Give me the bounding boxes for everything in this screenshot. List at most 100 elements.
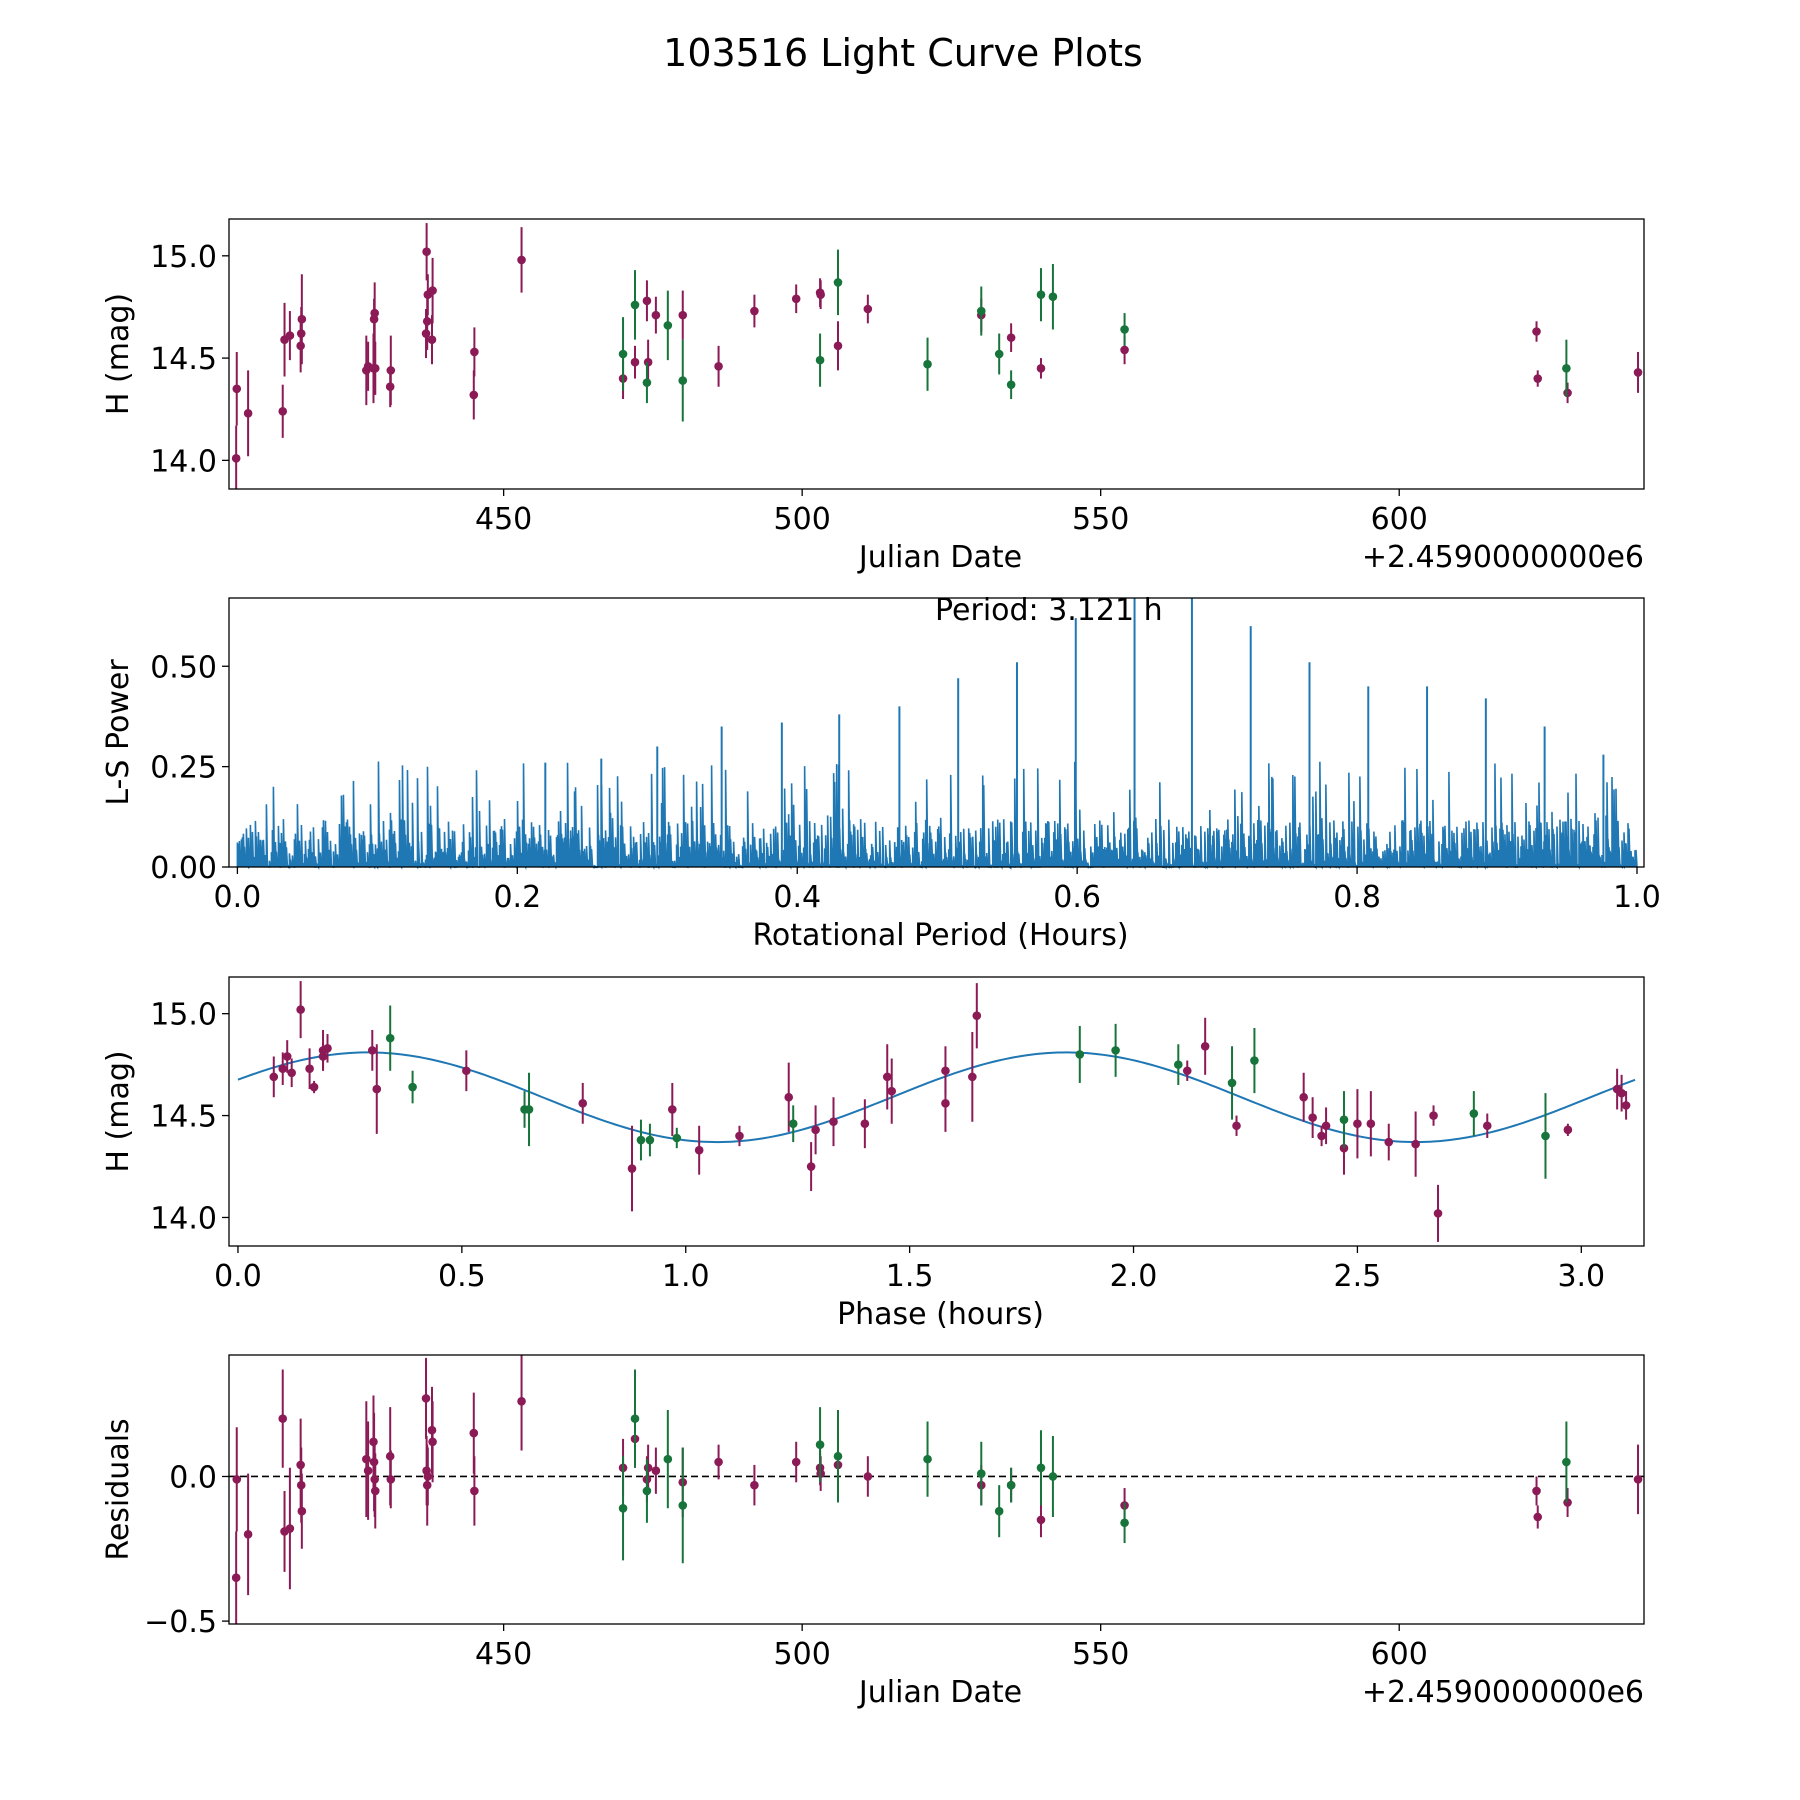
lightcurve-green-point bbox=[630, 300, 640, 310]
phased-magenta-point bbox=[372, 1084, 382, 1094]
phased-magenta-point bbox=[1384, 1137, 1394, 1147]
phased-xtick-label: 0.5 bbox=[438, 1259, 486, 1294]
lightcurve-magenta-point bbox=[750, 306, 759, 316]
phased-magenta-point bbox=[694, 1145, 704, 1155]
lightcurve-frame bbox=[228, 218, 1645, 490]
lightcurve-green-point bbox=[678, 376, 688, 385]
lightcurve-magenta-point bbox=[428, 286, 437, 295]
phased-xtick-label: 2.0 bbox=[1110, 1259, 1158, 1294]
periodogram-ytick-label: 0.25 bbox=[150, 751, 217, 786]
phased-magenta-point bbox=[1232, 1121, 1241, 1131]
phased-xtick-label: 1.0 bbox=[662, 1259, 710, 1294]
residuals-green-point bbox=[1120, 1518, 1129, 1528]
lightcurve-magenta-point bbox=[386, 366, 396, 375]
lightcurve-magenta-point bbox=[816, 290, 825, 299]
lightcurve-magenta-point bbox=[427, 335, 437, 344]
phased-magenta-point bbox=[1433, 1209, 1443, 1218]
phased-green-point bbox=[385, 1033, 395, 1043]
lightcurve-green-point bbox=[1120, 325, 1129, 334]
phased-magenta-point bbox=[278, 1064, 288, 1074]
lightcurve-ytick-label: 14.0 bbox=[150, 444, 217, 479]
residuals-green-point bbox=[678, 1501, 688, 1510]
phased-magenta-point bbox=[1617, 1088, 1626, 1098]
phased-magenta-point bbox=[1366, 1119, 1376, 1129]
residuals-magenta-point bbox=[243, 1530, 253, 1539]
phased-magenta-point bbox=[887, 1086, 897, 1096]
lightcurve-green-point bbox=[1646, 376, 1655, 385]
lightcurve-green-point bbox=[642, 378, 652, 387]
figure-title: 103516 Light Curve Plots bbox=[663, 31, 1143, 75]
residuals-xtick-label: 550 bbox=[1072, 1637, 1129, 1672]
phased-magenta-point bbox=[323, 1044, 332, 1053]
lightcurve-xtick-label: 500 bbox=[774, 502, 831, 537]
residuals-magenta-point bbox=[1646, 1501, 1655, 1510]
residuals-magenta-point bbox=[470, 1486, 479, 1496]
residuals-xlabel: Julian Date bbox=[857, 1675, 1022, 1710]
residuals-magenta-point bbox=[714, 1457, 723, 1467]
lightcurve-magenta-point bbox=[630, 357, 640, 367]
lightcurve-panel: 450 500 550 600 14.0 14.5 15.0 Julian Date H (ma… bbox=[101, 218, 1655, 575]
lightcurve-magenta-point bbox=[1120, 345, 1129, 355]
residuals-magenta-point bbox=[386, 1475, 396, 1484]
residuals-magenta-point bbox=[1036, 1515, 1046, 1525]
phased-green-point bbox=[1227, 1078, 1237, 1088]
phased-green-point bbox=[1174, 1060, 1183, 1069]
residuals-xtick-label: 600 bbox=[1371, 1637, 1428, 1672]
phased-magenta-point bbox=[1411, 1139, 1420, 1149]
lightcurve-magenta-point bbox=[1646, 368, 1655, 377]
residuals-magenta-point bbox=[370, 1486, 380, 1496]
phased-magenta-point bbox=[1482, 1121, 1492, 1131]
phased-magenta-point bbox=[1563, 1125, 1573, 1135]
lightcurve-magenta-point bbox=[714, 361, 723, 371]
lightcurve-green-point bbox=[1048, 292, 1058, 302]
phased-magenta-point bbox=[282, 1052, 292, 1061]
lightcurve-magenta-point bbox=[421, 329, 431, 338]
phased-magenta-point bbox=[941, 1066, 950, 1076]
lightcurve-green-point bbox=[618, 349, 628, 359]
periodogram-xtick-label: 0.0 bbox=[214, 880, 262, 915]
phased-magenta-point bbox=[972, 1011, 982, 1021]
residuals-panel: 450 500 550 600 −0.5 0.0 Julian Date Residuals +… bbox=[101, 1354, 1655, 1710]
periodogram-ytick-label: 0.00 bbox=[150, 851, 217, 886]
residuals-magenta-point bbox=[428, 1437, 437, 1447]
phased-xlabel: Phase (hours) bbox=[837, 1297, 1044, 1332]
phased-magenta-point bbox=[784, 1092, 794, 1102]
lightcurve-magenta-point bbox=[1563, 388, 1572, 398]
residuals-magenta-point bbox=[1532, 1486, 1541, 1496]
phased-frame bbox=[228, 976, 1645, 1247]
phased-magenta-point bbox=[269, 1072, 279, 1082]
periodogram-xtick-label: 0.2 bbox=[493, 880, 541, 915]
phased-model-curve bbox=[237, 1051, 1636, 1144]
phased-green-point bbox=[1111, 1046, 1120, 1055]
residuals-magenta-point bbox=[232, 1475, 242, 1484]
phased-magenta-point bbox=[296, 1005, 305, 1014]
residuals-xtick-label: 450 bbox=[475, 1637, 532, 1672]
periodogram-period-annotation: Period: 3.121 h bbox=[935, 593, 1163, 628]
phased-magenta-point bbox=[860, 1119, 870, 1129]
residuals-green-point bbox=[1562, 1457, 1571, 1467]
phased-magenta-point bbox=[1353, 1119, 1362, 1129]
residuals-magenta-point bbox=[297, 1506, 307, 1516]
lightcurve-magenta-point bbox=[651, 310, 661, 320]
lightcurve-magenta-point bbox=[297, 314, 307, 324]
residuals-green-point bbox=[976, 1469, 986, 1478]
periodogram-frame bbox=[228, 597, 1645, 868]
phased-magenta-point bbox=[627, 1164, 637, 1173]
lightcurve-green-point bbox=[976, 306, 986, 316]
residuals-green-point bbox=[815, 1440, 825, 1449]
residuals-green-point bbox=[1646, 1472, 1655, 1481]
lightcurve-magenta-point bbox=[1533, 374, 1543, 383]
residuals-green-point bbox=[618, 1504, 628, 1513]
lightcurve-green-point bbox=[994, 349, 1004, 359]
phased-green-point bbox=[788, 1119, 798, 1129]
lightcurve-offset-text: +2.4590000000e6 bbox=[1362, 540, 1644, 575]
lightcurve-magenta-point bbox=[422, 247, 431, 257]
lightcurve-green-point bbox=[833, 278, 843, 287]
residuals-green-point bbox=[994, 1506, 1004, 1516]
phased-magenta-point bbox=[367, 1046, 377, 1055]
residuals-magenta-point bbox=[362, 1454, 371, 1464]
phased-magenta-point bbox=[1317, 1131, 1326, 1141]
lightcurve-green-point bbox=[1036, 290, 1046, 299]
residuals-magenta-point bbox=[363, 1466, 373, 1475]
